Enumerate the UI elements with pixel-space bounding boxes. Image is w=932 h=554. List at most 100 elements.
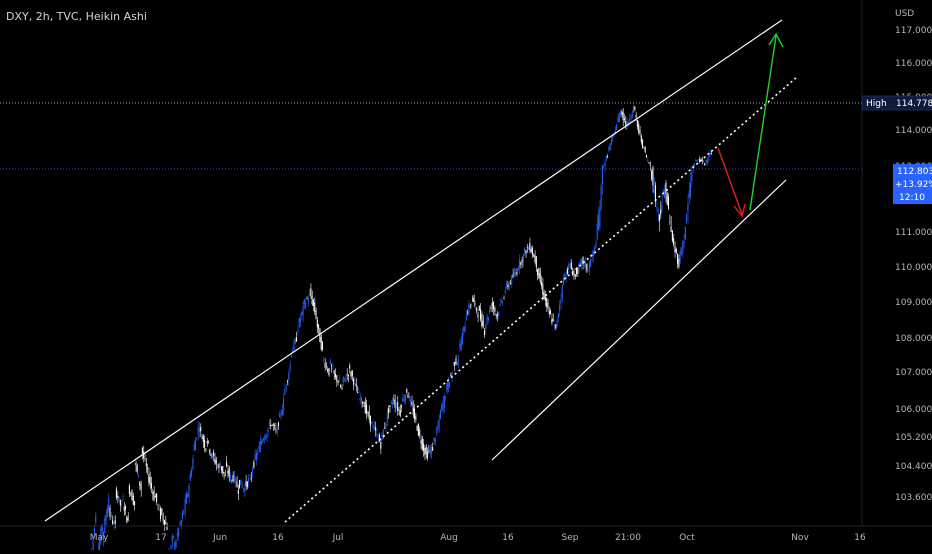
candle-body: [182, 512, 184, 519]
candle-body: [625, 121, 627, 126]
candle-body: [529, 243, 531, 251]
candle-body: [477, 314, 479, 318]
candle-body: [253, 461, 255, 467]
candle-body: [448, 382, 450, 388]
candle-body: [407, 394, 409, 398]
candle-body: [543, 292, 545, 300]
candle-body: [380, 442, 382, 449]
candle-body: [363, 406, 365, 407]
channel-upper-line[interactable]: [44, 19, 783, 522]
time-tick-label: 16: [854, 533, 866, 543]
candle-body: [377, 437, 379, 439]
candle-body: [170, 545, 172, 549]
candle-body: [710, 153, 712, 154]
candle-body: [204, 439, 206, 448]
candle-body: [413, 408, 415, 419]
candle-body: [285, 385, 287, 387]
candle-body: [310, 288, 312, 297]
candle-body: [249, 475, 251, 477]
time-tick-label: 21:00: [615, 533, 641, 543]
candle-body: [202, 435, 204, 442]
candle-body: [401, 405, 403, 407]
candle-body: [604, 161, 606, 166]
candle-body: [664, 189, 666, 198]
candle-body: [575, 269, 577, 275]
candle-body: [251, 468, 254, 471]
candle-body: [673, 238, 675, 245]
candle-body: [524, 247, 526, 253]
arrow-up-icon[interactable]: [749, 32, 784, 211]
candle-body: [410, 399, 412, 403]
time-tick-label: May: [90, 533, 109, 543]
candle-body: [463, 326, 465, 331]
candle-body: [149, 476, 151, 485]
candle-body: [386, 413, 388, 423]
candle-body: [631, 112, 633, 118]
candle-body: [351, 370, 353, 377]
candle-body: [614, 130, 616, 134]
candle-body: [180, 520, 182, 527]
candle-body: [504, 290, 506, 293]
last-price-change: +13.92%: [895, 180, 932, 190]
candle-body: [288, 372, 290, 380]
candle-body: [553, 324, 555, 327]
candle-body: [219, 465, 221, 467]
symbol-title[interactable]: DXY, 2h, TVC, Heikin Ashi: [6, 10, 147, 23]
candle-body: [136, 465, 138, 472]
time-tick-label: Aug: [440, 533, 458, 543]
candle-body: [213, 451, 215, 457]
candle-body: [677, 254, 679, 264]
candle-body: [649, 164, 651, 166]
candle-body: [207, 441, 209, 442]
candle-body: [334, 374, 336, 378]
candle-body: [490, 307, 492, 309]
candle-body: [236, 481, 238, 488]
candle-body: [544, 294, 546, 301]
candle-body: [470, 303, 473, 305]
arrow-down-icon[interactable]: [717, 147, 746, 218]
candle-body: [494, 307, 496, 312]
candle-body: [552, 318, 554, 321]
time-tick-label: Sep: [562, 533, 579, 543]
candle-body: [226, 461, 228, 467]
candle-body: [656, 206, 658, 208]
candle-body: [159, 508, 162, 520]
candle-body: [587, 271, 589, 272]
candle-body: [610, 139, 612, 145]
candle-body: [303, 299, 305, 305]
candle-body: [341, 387, 343, 390]
candle-body: [223, 471, 225, 475]
candle-body: [618, 113, 620, 122]
candle-body: [297, 329, 299, 332]
time-axis[interactable]: May 17 Jun 16 Jul Aug 16 Sep 21:00 Oct Nov 16: [90, 533, 866, 543]
price-tick-label: 111.000: [895, 228, 932, 238]
candle-body: [175, 540, 177, 548]
price-tick-label: 109.000: [895, 298, 932, 308]
candle-body: [276, 430, 278, 433]
candle-body: [216, 466, 219, 468]
price-tick-label: 103.600: [895, 493, 932, 503]
candle-body: [590, 259, 592, 267]
candle-body: [153, 490, 155, 501]
candle-body: [517, 267, 519, 270]
candle-body: [399, 410, 401, 416]
candle-body: [338, 380, 340, 382]
candle-body: [206, 441, 208, 444]
candle-body: [349, 365, 351, 369]
candle-body: [658, 214, 660, 221]
candle-body: [342, 376, 344, 382]
candle-body: [661, 205, 663, 211]
price-tick-label: 110.000: [895, 263, 932, 273]
candle-body: [117, 495, 119, 499]
channel-mid-dotted-line[interactable]: [284, 76, 798, 523]
candle-body: [420, 440, 422, 444]
candle-body: [460, 340, 462, 351]
candle-body: [277, 422, 279, 426]
candle-body: [635, 114, 637, 118]
candle-body: [612, 135, 614, 139]
candle-body: [198, 427, 200, 432]
channel-lower-line[interactable]: [491, 179, 787, 461]
candle-body: [229, 475, 231, 479]
